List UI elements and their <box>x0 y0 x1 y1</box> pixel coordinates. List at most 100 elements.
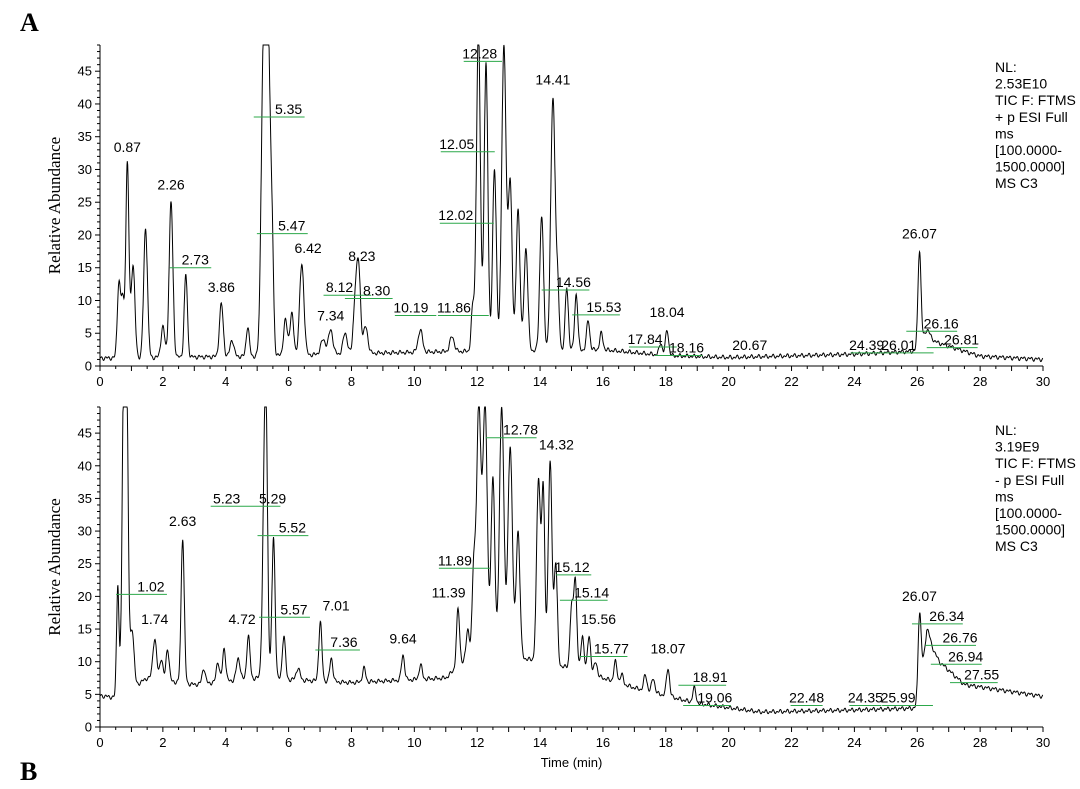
peak-label: 15.77 <box>594 640 629 656</box>
y-tick-label: 15 <box>78 622 92 637</box>
peak-label: 26.07 <box>902 226 937 242</box>
peak-label: 24.35 <box>848 689 883 705</box>
scan-info-line: NL: <box>995 422 1017 438</box>
peak-label: 26.34 <box>929 608 964 624</box>
x-tick-label: 30 <box>1036 374 1050 389</box>
x-tick-label: 14 <box>533 735 547 750</box>
x-tick-label: 6 <box>285 374 292 389</box>
y-axis-label: Relative Abundance <box>45 498 64 635</box>
scan-info-line: ms <box>995 488 1014 504</box>
peak-label: 4.72 <box>228 611 255 627</box>
peak-label: 24.39 <box>849 337 884 353</box>
peak-label: 12.05 <box>439 136 474 152</box>
scan-info-line: [100.0000- <box>995 505 1062 521</box>
x-tick-label: 28 <box>973 735 987 750</box>
scan-info-line: MS C3 <box>995 175 1038 191</box>
peak-label: 25.99 <box>881 689 916 705</box>
x-tick-label: 12 <box>470 374 484 389</box>
peak-label: 9.64 <box>389 631 416 647</box>
peak-label: 15.12 <box>555 559 590 575</box>
y-tick-label: 5 <box>85 326 92 341</box>
peak-label: 18.91 <box>693 669 728 685</box>
x-tick-label: 0 <box>96 374 103 389</box>
peak-label: 0.87 <box>114 139 141 155</box>
peak-label: 20.67 <box>732 337 767 353</box>
y-tick-label: 40 <box>78 96 92 111</box>
x-tick-label: 24 <box>847 374 861 389</box>
peak-label: 10.19 <box>393 300 428 316</box>
x-tick-label: 8 <box>348 735 355 750</box>
y-tick-label: 5 <box>85 687 92 702</box>
peak-label: 8.23 <box>348 248 375 264</box>
peak-label: 15.14 <box>574 584 609 600</box>
peak-label: 15.56 <box>581 611 616 627</box>
y-tick-label: 25 <box>78 195 92 210</box>
peak-label: 5.35 <box>275 101 302 117</box>
trace-line <box>99 44 1044 363</box>
y-tick-label: 10 <box>78 654 92 669</box>
scan-info-line: TIC F: FTMS <box>995 455 1076 471</box>
y-tick-label: 0 <box>85 359 92 374</box>
peak-label: 8.12 <box>326 279 353 295</box>
y-tick-label: 35 <box>78 491 92 506</box>
x-tick-label: 2 <box>159 735 166 750</box>
scan-info-line: 2.53E10 <box>995 76 1047 92</box>
peak-label: 26.01 <box>881 337 916 353</box>
x-tick-label: 28 <box>973 374 987 389</box>
peak-label: 11.39 <box>432 584 466 600</box>
x-tick-label: 22 <box>784 735 798 750</box>
x-tick-label: 8 <box>348 374 355 389</box>
peak-label: 5.23 <box>213 490 240 506</box>
trace-line <box>99 406 1044 715</box>
peak-label: 2.73 <box>182 252 209 268</box>
x-tick-label: 26 <box>910 735 924 750</box>
y-tick-label: 10 <box>78 293 92 308</box>
peak-label: 18.04 <box>650 304 685 320</box>
y-tick-label: 25 <box>78 556 92 571</box>
x-tick-label: 14 <box>533 374 547 389</box>
scan-info-line: ms <box>995 125 1014 141</box>
peak-label: 18.16 <box>669 340 704 356</box>
x-tick-label: 16 <box>596 735 610 750</box>
chart-panel-a: 0 2 4 6 8 10 12 14 16 18 20 22 24 26 28 300510152025303… <box>45 44 1076 389</box>
x-tick-label: 2 <box>159 374 166 389</box>
peak-label: 5.57 <box>280 601 307 617</box>
scan-info-line: 3.19E9 <box>995 439 1040 455</box>
peak-label: 14.32 <box>539 437 574 453</box>
peak-label: 17.84 <box>628 331 663 347</box>
x-tick-label: 20 <box>721 374 735 389</box>
peak-label: 2.63 <box>169 513 196 529</box>
peak-label: 15.53 <box>586 299 621 315</box>
peak-label: 5.29 <box>259 490 286 506</box>
y-tick-label: 30 <box>78 524 92 539</box>
peak-label: 11.86 <box>437 300 471 316</box>
x-tick-label: 26 <box>910 374 924 389</box>
peak-label: 5.52 <box>279 520 306 536</box>
peak-label: 12.28 <box>462 45 497 61</box>
panel-label-b: B <box>20 757 38 786</box>
y-tick-label: 20 <box>78 589 92 604</box>
peak-label: 26.07 <box>902 588 937 604</box>
peak-label: 26.16 <box>924 315 959 331</box>
peak-label: 7.34 <box>317 307 344 323</box>
peak-label: 8.30 <box>363 283 390 299</box>
scan-info-line: + p ESI Full <box>995 109 1068 125</box>
x-tick-label: 24 <box>847 735 861 750</box>
peak-label: 7.01 <box>322 597 349 613</box>
y-tick-label: 30 <box>78 162 92 177</box>
peak-label: 3.86 <box>208 279 235 295</box>
x-tick-label: 6 <box>285 735 292 750</box>
peak-label: 26.81 <box>944 332 979 348</box>
peak-label: 5.47 <box>278 218 305 234</box>
peak-label: 19.06 <box>697 689 732 705</box>
peak-label: 2.26 <box>157 176 184 192</box>
chart-panel-b: 0 2 4 6 8 10 12 14 16 18 20 22 24 26 28 300510152025303… <box>45 406 1076 770</box>
y-tick-label: 45 <box>78 64 92 79</box>
x-tick-label: 10 <box>407 374 421 389</box>
x-tick-label: 4 <box>222 374 229 389</box>
peak-label: 12.78 <box>503 422 538 438</box>
y-tick-label: 15 <box>78 260 92 275</box>
x-tick-label: 30 <box>1036 735 1050 750</box>
x-axis-label: Time (min) <box>541 755 603 770</box>
